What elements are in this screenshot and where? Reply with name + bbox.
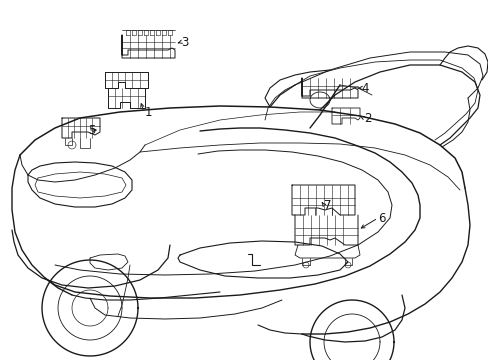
Text: 4: 4 xyxy=(361,81,368,95)
Text: 6: 6 xyxy=(378,212,385,225)
Text: 3: 3 xyxy=(181,36,188,49)
Text: 7: 7 xyxy=(324,198,331,212)
Text: 5: 5 xyxy=(88,123,96,136)
Text: 1: 1 xyxy=(144,105,151,118)
Text: 2: 2 xyxy=(364,112,371,125)
